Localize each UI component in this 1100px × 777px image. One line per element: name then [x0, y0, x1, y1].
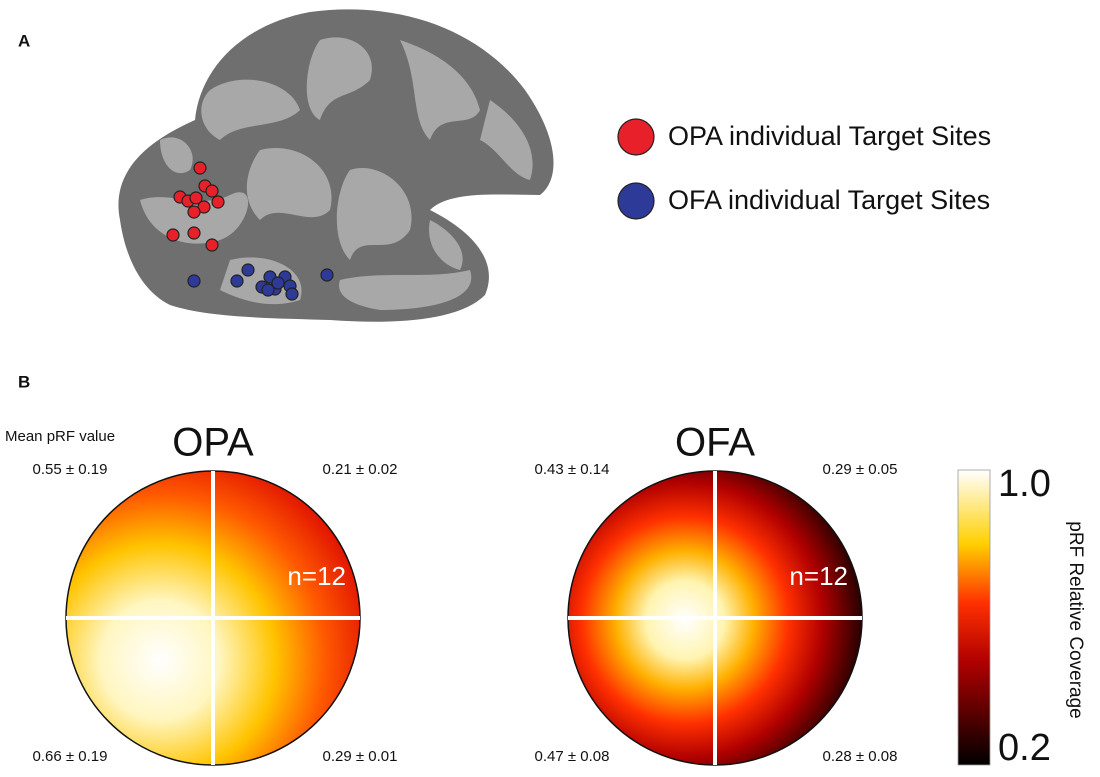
legend: OPA individual Target Sites OFA individu… [617, 118, 991, 220]
panel-label: B [18, 372, 30, 391]
colorbar-min: 0.2 [998, 727, 1051, 769]
brain [118, 9, 554, 322]
sample-size: n=12 [789, 561, 848, 591]
coverage-map: OFA n=12 0.43 ± 0.14 0.29 ± 0.05 0.47 ± … [535, 421, 898, 766]
quadrant-value: 0.66 ± 0.19 [33, 748, 108, 765]
quadrant-value: 0.47 ± 0.08 [535, 748, 610, 765]
map-title: OFA [675, 421, 755, 465]
quadrant-value: 0.21 ± 0.02 [323, 461, 398, 478]
row-label: Mean pRF value [5, 428, 115, 445]
quadrant-value: 0.29 ± 0.01 [323, 748, 398, 765]
legend-label: OFA individual Target Sites [668, 185, 990, 215]
coverage-map: OPA n=12 0.55 ± 0.19 0.21 ± 0.02 0.66 ± … [33, 421, 398, 766]
colorbar-max: 1.0 [998, 463, 1051, 505]
colorbar-label: pRF Relative Coverage [1065, 521, 1086, 718]
quadrant-value: 0.43 ± 0.14 [535, 461, 610, 478]
quadrant-value: 0.29 ± 0.05 [823, 461, 898, 478]
map-title: OPA [172, 421, 254, 465]
panel-label: A [18, 31, 30, 50]
quadrant-value: 0.28 ± 0.08 [823, 748, 898, 765]
legend-swatch [617, 182, 655, 220]
colorbar: 1.0 0.2 pRF Relative Coverage [957, 463, 1086, 769]
legend-swatch [617, 118, 655, 156]
colorbar-scale [957, 469, 991, 766]
sample-size: n=12 [287, 561, 346, 591]
legend-label: OPA individual Target Sites [668, 121, 991, 151]
quadrant-value: 0.55 ± 0.19 [33, 461, 108, 478]
